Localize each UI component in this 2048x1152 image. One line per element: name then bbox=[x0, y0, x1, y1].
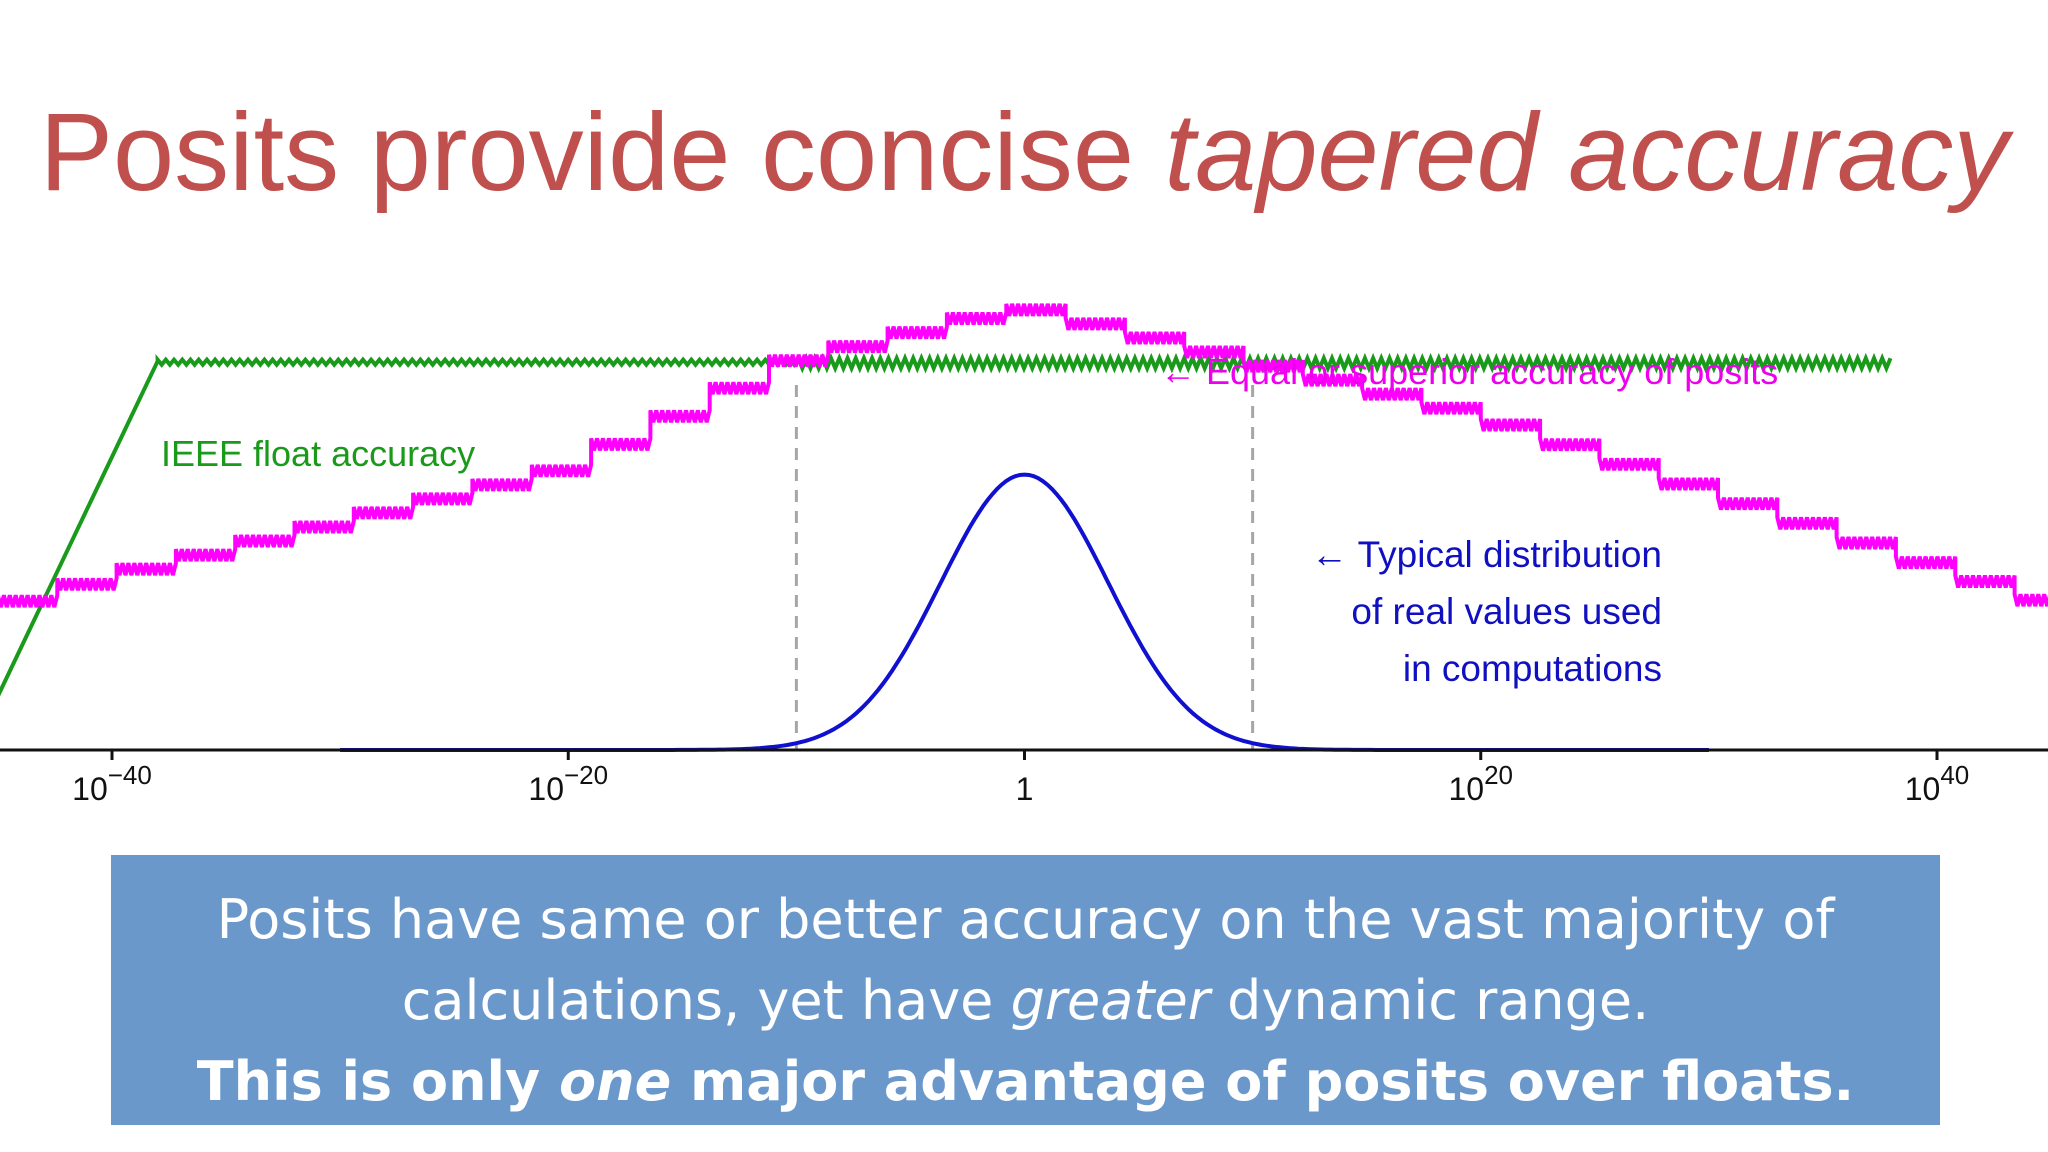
x-tick-label-4: 1020 bbox=[1448, 760, 1513, 807]
x-tick-label-1: 10−40 bbox=[72, 760, 152, 807]
accuracy-chart: 10−40 10−20 1 1020 1040 IEEE float accuracy ←… bbox=[0, 303, 2048, 807]
x-axis: 10−40 10−20 1 1020 1040 bbox=[0, 748, 2048, 807]
callout-line-3-end: major advantage of posits over floats. bbox=[671, 1050, 1855, 1113]
callout-line-2-end: dynamic range. bbox=[1209, 969, 1650, 1032]
float-accuracy-label: IEEE float accuracy bbox=[161, 433, 475, 474]
slide-title: Posits provide concise tapered accuracy bbox=[0, 92, 2048, 213]
x-tick-label-5: 1040 bbox=[1905, 760, 1970, 807]
reference-lines bbox=[794, 385, 1255, 750]
chart-annotations: IEEE float accuracy ← Equal or superior a… bbox=[161, 351, 1778, 689]
float-accuracy-line bbox=[0, 352, 1893, 697]
distribution-label-2: of real values used bbox=[1351, 591, 1662, 632]
distribution-label-3: in computations bbox=[1403, 648, 1662, 689]
title-emphasis: tapered accuracy bbox=[1164, 91, 2009, 214]
callout-line-2-text: calculations, yet have bbox=[401, 969, 1011, 1032]
callout-line-3-text: This is only bbox=[196, 1050, 560, 1113]
callout-line-2-emphasis: greater bbox=[1010, 969, 1210, 1032]
callout-line-3-emphasis: one bbox=[559, 1050, 672, 1113]
callout-box: Posits have same or better accuracy on t… bbox=[111, 855, 1940, 1125]
callout-line-1: Posits have same or better accuracy on t… bbox=[111, 879, 1940, 960]
title-text: Posits provide concise bbox=[39, 91, 1165, 214]
callout-line-3: This is only one major advantage of posi… bbox=[111, 1041, 1940, 1122]
posit-accuracy-label: ← Equal or superior accuracy of posits bbox=[1160, 351, 1778, 392]
x-tick-label-3: 1 bbox=[1016, 771, 1034, 807]
callout-line-2: calculations, yet have greater dynamic r… bbox=[111, 960, 1940, 1041]
x-tick-label-2: 10−20 bbox=[528, 760, 608, 807]
posit-accuracy-line bbox=[0, 303, 2048, 608]
callout-line-1-text: Posits have same or better accuracy on t… bbox=[216, 888, 1835, 951]
distribution-label-1: ← Typical distribution bbox=[1311, 534, 1662, 575]
